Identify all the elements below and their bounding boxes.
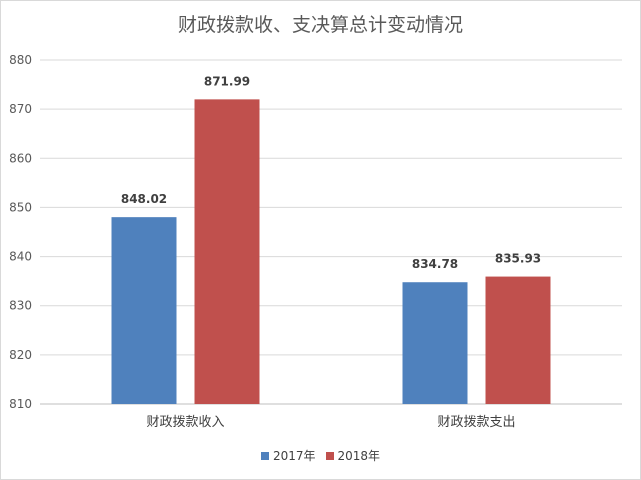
data-label-2018年-财政拨款支出: 835.93	[495, 252, 541, 266]
y-tick-label-810: 810	[9, 397, 32, 411]
chart-title: 财政拨款收、支决算总计变动情况	[177, 14, 463, 36]
x-axis-categories: 财政拨款收入 财政拨款支出	[146, 415, 515, 430]
data-labels: 848.02 871.99 834.78 835.93	[121, 74, 541, 271]
category-label-1: 财政拨款支出	[437, 415, 515, 430]
legend: 2017年 2018年	[0, 447, 641, 464]
bar-2017年-财政拨款收入	[111, 217, 177, 404]
data-label-2017年-财政拨款收入: 848.02	[121, 192, 167, 206]
y-tick-label-860: 860	[9, 151, 32, 165]
legend-label-2017: 2017年	[272, 449, 316, 463]
bar-2018年-财政拨款收入	[194, 99, 260, 404]
legend-item-2017: 2017年	[260, 447, 316, 464]
y-tick-label-850: 850	[9, 200, 32, 214]
bars	[111, 99, 551, 404]
legend-swatch-2018	[325, 451, 334, 460]
bar-2017年-财政拨款支出	[402, 282, 468, 404]
y-tick-label-820: 820	[9, 348, 32, 362]
y-tick-label-870: 870	[9, 102, 32, 116]
gridlines	[40, 59, 622, 405]
y-axis-ticks: 810 820 830 840 850 860 870 880	[9, 53, 32, 411]
y-tick-label-840: 840	[9, 250, 32, 264]
category-label-0: 财政拨款收入	[146, 415, 224, 430]
y-tick-label-830: 830	[9, 299, 32, 313]
legend-swatch-2017	[260, 451, 269, 460]
legend-item-2018: 2018年	[325, 447, 381, 464]
bar-2018年-财政拨款支出	[485, 276, 551, 404]
data-label-2018年-财政拨款收入: 871.99	[204, 74, 250, 88]
legend-label-2018: 2018年	[337, 449, 381, 463]
y-tick-label-880: 880	[9, 53, 32, 67]
data-label-2017年-财政拨款支出: 834.78	[412, 257, 458, 271]
